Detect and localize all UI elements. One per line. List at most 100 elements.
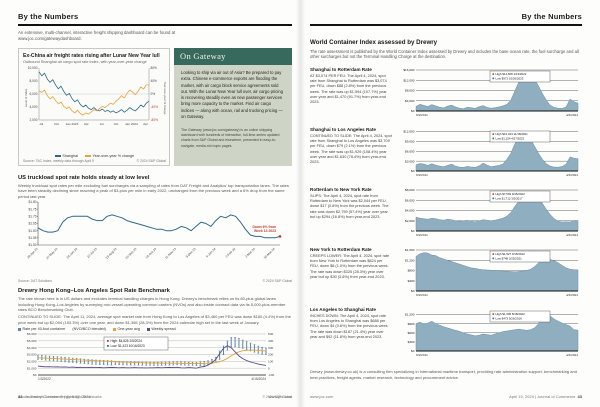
svg-text:4,000: 4,000 [30, 105, 38, 109]
wci-route-title: Shanghai to Rotterdam Rate [310, 67, 372, 73]
wci-annotation-box [489, 251, 551, 263]
svg-text:$600: $600 [408, 331, 415, 335]
air-chart-panel: Ex-China air freight rates rising after … [18, 47, 170, 166]
svg-text:Jan 2023: Jan 2023 [66, 122, 79, 126]
svg-text:$6,000: $6,000 [405, 199, 415, 203]
svg-text:6/2/2011: 6/2/2011 [416, 353, 428, 357]
svg-text:$0: $0 [411, 349, 415, 353]
svg-text:500: 500 [268, 332, 273, 336]
svg-text:30-Mar-24: 30-Mar-24 [263, 247, 276, 260]
legend-swatch [146, 327, 150, 331]
svg-text:1/3/2022: 1/3/2022 [38, 377, 51, 381]
wci-route-body: CREEPS LOWER: The April 4, 2024, spot ra… [310, 254, 390, 279]
truckload-section: US truckload spot rate holds steady at l… [18, 175, 292, 283]
wci-route-text: Shanghai to Rotterdam Rate AT $3,074 PER … [310, 67, 392, 125]
svg-text:19-Aug-23: 19-Aug-23 [105, 247, 118, 260]
svg-text:6/2/2011: 6/2/2011 [416, 173, 428, 177]
wci-intro-text: The rate assessment is published by the … [310, 48, 579, 60]
svg-text:22-Jul-23: 22-Jul-23 [86, 247, 98, 259]
svg-text:$2,000: $2,000 [405, 219, 415, 223]
svg-text:$0: $0 [411, 169, 415, 173]
wci-area-chart: $8,000 $6,000 $4,000 $2,000 $0 High $7,549 9/… [405, 188, 578, 237]
right-page-number: 43 [577, 394, 582, 399]
wci-route-body: CONTINUED TO SLIDE: The April 4, 2024, s… [310, 134, 392, 164]
wci-row: Los Angeles to Shanghai Rate INCHES DOWN:… [310, 307, 582, 365]
wci-route-body: INCHES DOWN: The April 4, 2024, spot rat… [310, 314, 389, 339]
svg-text:$8,000: $8,000 [405, 89, 415, 93]
benchmark-legend: Rate per 40-foot container (NVO/BCO blend… [18, 327, 292, 331]
svg-text:4/4/2024: 4/4/2024 [566, 233, 578, 237]
svg-text:Jul: Jul [100, 122, 104, 126]
truckload-title: US truckload spot rate holds steady at l… [18, 174, 150, 181]
svg-text:$300: $300 [408, 340, 415, 344]
air-chart-title: Ex-China air freight rates rising after … [23, 52, 160, 59]
gateway-header-band: On Gateway [174, 47, 292, 65]
svg-text:4/15/2024: 4/15/2024 [251, 377, 266, 381]
svg-text:80%: 80% [151, 66, 158, 70]
wci-route-title: New York to Rotterdam Rate [310, 247, 372, 253]
svg-text:$1.50: $1.50 [29, 243, 37, 247]
benchmark-body-1: The rate shown here is in US dollars and… [18, 296, 286, 312]
wci-section-title: World Container Index assessed by Drewry [310, 38, 438, 46]
svg-text:$6,000: $6,000 [27, 332, 37, 336]
truckload-body: Weekly truckload spot rates per mile exc… [18, 182, 289, 199]
svg-text:$12,000: $12,000 [403, 79, 414, 83]
benchmark-section: Drewry Hong Kong–Los Angeles Spot Rate B… [18, 288, 292, 399]
svg-text:Low: $1,423 10/16/2023: Low: $1,423 10/16/2023 [111, 344, 145, 348]
svg-text:$1.65: $1.65 [29, 222, 37, 226]
svg-text:3-Feb-24: 3-Feb-24 [225, 247, 237, 259]
svg-text:High $1,306 8/18/2022: High $1,306 8/18/2022 [496, 312, 526, 316]
wci-chart-list: Shanghai to Rotterdam Rate AT $3,074 PER … [310, 67, 582, 365]
svg-text:400: 400 [268, 339, 273, 343]
svg-text:$4,000: $4,000 [405, 209, 415, 213]
svg-text:Low $1,712 3/2/2017: Low $1,712 3/2/2017 [496, 197, 523, 201]
svg-text:9-Dec-23: 9-Dec-23 [185, 247, 197, 259]
gateway-footnote: The Gateway (www.joc.com/gateway) is an … [181, 128, 280, 148]
svg-text:2,000: 2,000 [30, 118, 38, 122]
svg-text:Jul: Jul [39, 122, 43, 126]
right-page-footer: www.joc.com April 15, 2024 | Journal of … [310, 394, 582, 399]
svg-text:$0: $0 [411, 109, 415, 113]
svg-text:10,000: 10,000 [28, 66, 38, 70]
svg-text:$3,000: $3,000 [405, 160, 415, 164]
svg-text:6/2/2011: 6/2/2011 [416, 233, 428, 237]
wci-annotation-box [489, 71, 551, 83]
legend-swatch [54, 155, 61, 157]
svg-text:Low $1,154 4/27/2023: Low $1,154 4/27/2023 [496, 137, 525, 141]
wci-route-chart: $1,200 $900 $600 $300 $0 High $1,306 8/18/202… [398, 307, 582, 365]
svg-text:-100: -100 [268, 373, 274, 377]
truckload-copyright: © 2024 S&P Global [262, 279, 292, 284]
svg-text:Week 13 2023: Week 13 2023 [254, 229, 276, 233]
svg-text:Oct: Oct [114, 122, 119, 126]
svg-text:4/4/2024: 4/4/2024 [566, 293, 578, 297]
svg-text:$12,000: $12,000 [403, 130, 414, 134]
svg-text:4/4/2024: 4/4/2024 [566, 353, 578, 357]
left-page-footer: 42 Journal of Commerce | April 15, 2024 … [18, 394, 292, 399]
benchmark-chart: $6,000 $5,000 $4,000 $3,000 $2,000 $1,000 $0 50… [27, 332, 274, 381]
svg-text:High $7,549 9/15/2022: High $7,549 9/15/2022 [496, 192, 526, 196]
svg-text:$0: $0 [33, 373, 37, 377]
wci-annotation-box [489, 191, 551, 203]
svg-text:High $14,608 1/13/2022: High $14,608 1/13/2022 [496, 72, 527, 76]
wci-route-text: Los Angeles to Shanghai Rate INCHES DOWN:… [310, 307, 392, 365]
svg-text:Down 6% from: Down 6% from [252, 225, 276, 229]
air-source: Source: TAC Index, weekly data through A… [23, 159, 94, 164]
svg-text:4/4/2024: 4/4/2024 [566, 113, 578, 117]
legend-item: Rate per 40-foot container [18, 327, 65, 331]
legend-item: One-year avg [112, 327, 140, 331]
svg-text:4/4/2024: 4/4/2024 [566, 173, 578, 177]
svg-text:Low $748 2/25/2021: Low $748 2/25/2021 [496, 257, 523, 261]
svg-text:Low $473 5/26/2016: Low $473 5/26/2016 [496, 317, 523, 321]
right-page: By the Numbers World Container Index ass… [300, 0, 600, 407]
wci-annotation-box [489, 311, 551, 323]
svg-text:$1,000: $1,000 [27, 366, 37, 370]
legend-item: Year-over-year % change [84, 154, 134, 158]
svg-text:$1,200: $1,200 [405, 259, 415, 263]
left-page: By the Numbers An extensive, multi-chann… [18, 12, 292, 399]
svg-text:$4,000: $4,000 [27, 346, 37, 350]
svg-text:$3,000: $3,000 [27, 353, 37, 357]
svg-text:High: $4,825 2/5/2024: High: $4,825 2/5/2024 [111, 339, 143, 343]
wci-route-text: New York to Rotterdam Rate CREEPS LOWER: … [310, 247, 392, 305]
svg-text:300: 300 [268, 346, 273, 350]
